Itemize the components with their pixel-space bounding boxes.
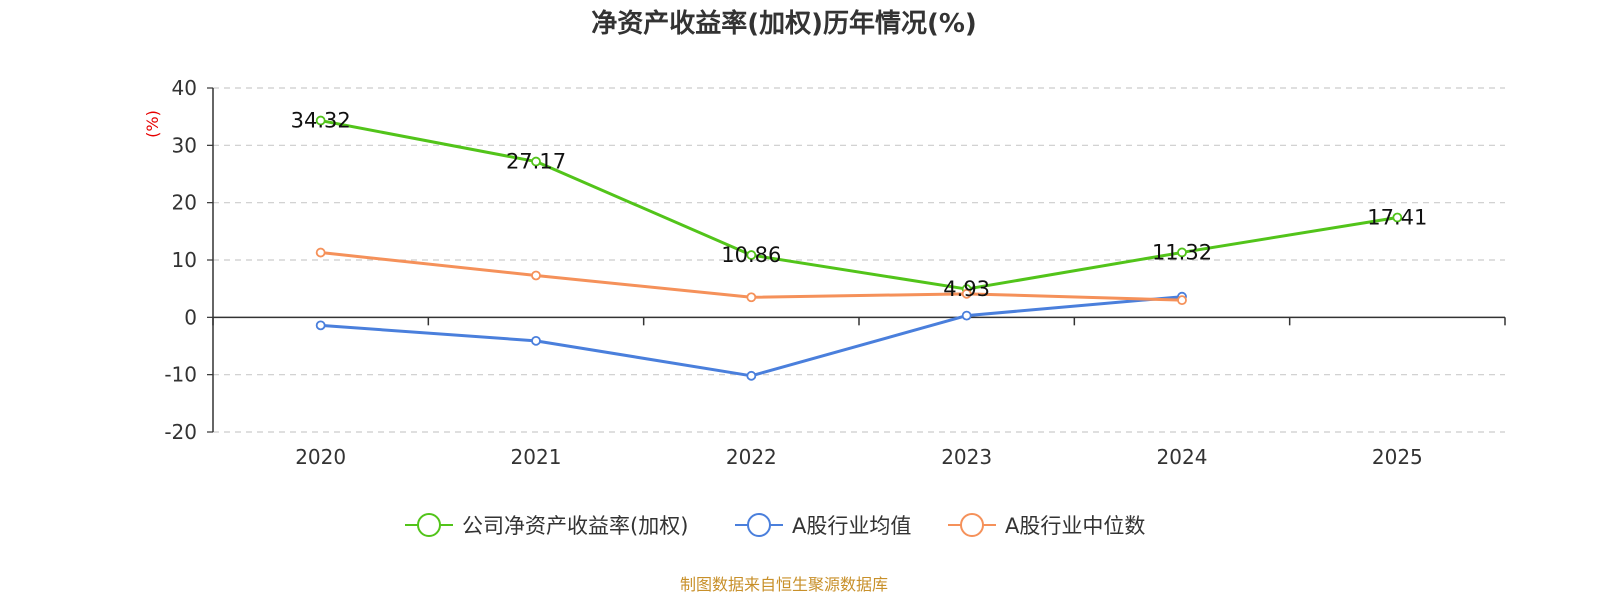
x-tick-label: 2023 <box>941 445 992 469</box>
legend-marker <box>960 513 984 537</box>
data-point <box>746 370 757 381</box>
data-label: 34.32 <box>291 109 351 133</box>
series-line <box>320 119 1398 291</box>
series-line <box>320 295 1183 378</box>
x-tick-label: 2024 <box>1157 445 1208 469</box>
data-point <box>531 156 541 167</box>
grid-lines <box>213 87 1505 433</box>
legend-label: A股行业均值 <box>792 514 911 538</box>
data-label: 27.17 <box>506 150 566 174</box>
y-tick-label: 30 <box>172 133 197 157</box>
legend: 公司净资产收益率(加权) A股行业均值 A股行业中位数 <box>405 513 1145 538</box>
x-tick-label: 2021 <box>511 445 562 469</box>
y-tick-label: 10 <box>172 248 197 272</box>
legend-label: A股行业中位数 <box>1005 514 1145 538</box>
x-tick-label: 2025 <box>1372 445 1423 469</box>
y-tick-label: -20 <box>164 420 197 444</box>
y-axis-label: (%) <box>143 110 162 138</box>
legend-label: 公司净资产收益率(加权) <box>462 514 688 538</box>
data-label: 11.32 <box>1152 240 1212 264</box>
x-tick-label: 2020 <box>295 445 346 469</box>
data-labels: 34.32 27.17 10.86 4.93 11.32 17.41 <box>291 109 1428 302</box>
data-label: 17.41 <box>1367 206 1427 230</box>
data-point <box>961 288 972 299</box>
y-tick-label: 40 <box>172 76 197 100</box>
data-point <box>531 335 541 346</box>
y-tick-label: 20 <box>172 191 197 215</box>
data-point <box>746 292 757 303</box>
data-point <box>961 310 972 321</box>
series-lines <box>315 115 1403 381</box>
data-point <box>1177 295 1187 306</box>
data-point <box>1392 212 1403 223</box>
y-tick-label: 0 <box>184 305 197 329</box>
chart-title: 净资产收益率(加权)历年情况(%) <box>591 8 977 39</box>
x-tick-label: 2022 <box>726 445 777 469</box>
data-point <box>315 320 326 331</box>
data-label: 10.86 <box>721 243 781 267</box>
legend-marker <box>747 513 771 537</box>
data-point <box>531 270 541 281</box>
data-point <box>315 247 326 258</box>
data-label: 4.93 <box>943 277 990 301</box>
data-point <box>746 250 757 260</box>
axes: 40 30 20 10 0 -10 -20 2020 2021 2022 2023 2024 2025 <box>164 76 1506 469</box>
data-point <box>1177 247 1187 258</box>
data-point <box>315 115 326 126</box>
source-note: 制图数据来自恒生聚源数据库 <box>680 575 888 594</box>
y-tick-label: -10 <box>164 363 197 387</box>
legend-marker <box>417 513 441 537</box>
